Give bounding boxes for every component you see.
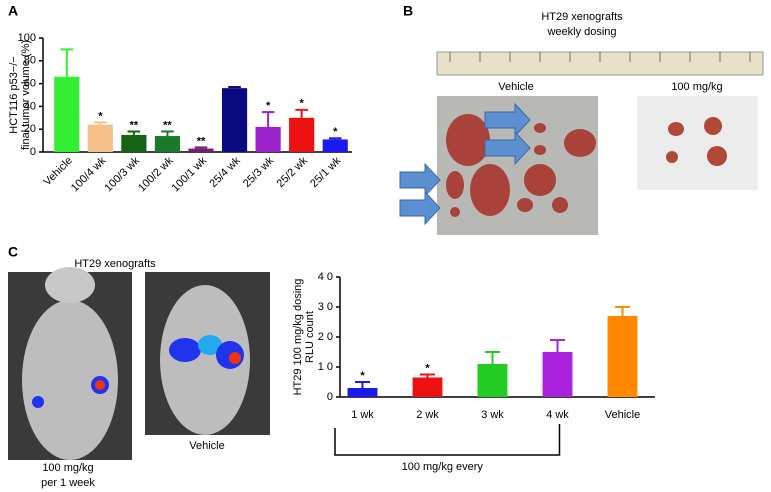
y-axis-label: final tumor volume (%) — [20, 40, 32, 150]
bar — [412, 377, 443, 397]
error-bar — [94, 121, 107, 125]
x-tick-label: 25/1 wk — [308, 154, 344, 190]
x-tick-label: 100/3 wk — [102, 154, 142, 194]
y-axis-label: HCT116 p53−/− — [8, 56, 20, 133]
ruler — [436, 51, 764, 76]
significance: ** — [163, 119, 172, 131]
panel-title: weekly dosing — [546, 26, 616, 38]
significance: * — [425, 362, 430, 374]
bar — [255, 126, 281, 152]
image-caption: per 1 week — [41, 477, 95, 489]
x-tick-label: 25/2 wk — [275, 154, 311, 190]
bar — [188, 148, 214, 152]
image-caption: Vehicle — [189, 440, 224, 452]
photo-mouse-treated — [8, 267, 132, 460]
y-tick-label: 60 — [24, 78, 36, 90]
error-bar — [615, 306, 630, 316]
x-tick-label: 100/4 wk — [69, 154, 109, 194]
bar — [154, 136, 181, 152]
photo-label: Vehicle — [498, 81, 533, 93]
panel-label: B — [403, 3, 413, 19]
error-bar — [261, 111, 275, 127]
bar — [87, 124, 113, 152]
x-tick-label: 100/2 wk — [136, 154, 176, 194]
bar — [477, 364, 508, 397]
bar — [121, 134, 147, 152]
x-tick-label: Vehicle — [605, 409, 640, 421]
y-tick-label: 100 — [18, 32, 36, 44]
error-bar — [328, 137, 342, 140]
error-bar — [420, 373, 435, 378]
bar — [221, 88, 248, 152]
error-bar — [127, 130, 141, 135]
y-tick-label: 0 — [327, 391, 333, 403]
error-bar — [295, 108, 308, 118]
y-tick-label: 2 0 — [318, 331, 333, 343]
y-tick-label: 80 — [24, 55, 36, 67]
panel-label: C — [8, 244, 18, 260]
error-bar — [355, 381, 370, 388]
x-tick-label: 3 wk — [481, 409, 504, 421]
error-bar — [485, 351, 500, 364]
significance: ** — [197, 135, 206, 147]
x-tick-label: 1 wk — [351, 409, 374, 421]
arrows — [399, 102, 531, 226]
error-bar — [60, 48, 74, 77]
bar — [607, 316, 638, 397]
x-tick-label: 4 wk — [546, 409, 569, 421]
x-tick-label: 100/1 wk — [170, 154, 210, 194]
x-tick-label: Vehicle — [41, 155, 75, 189]
y-tick-label: 4 0 — [318, 271, 333, 283]
bar — [347, 388, 378, 397]
error-bar — [228, 86, 241, 89]
significance: * — [300, 98, 305, 110]
significance: * — [98, 110, 103, 122]
photo-mouse-vehicle — [145, 272, 270, 435]
y-tick-label: 40 — [24, 100, 36, 112]
photo-vehicle — [437, 96, 598, 235]
panel-title: HT29 xenografts — [74, 258, 156, 270]
y-axis-label: RLU count — [304, 311, 316, 363]
y-tick-label: 3 0 — [318, 301, 333, 313]
bar — [542, 352, 573, 397]
bar — [322, 139, 348, 152]
x-tick-label: 2 wk — [416, 409, 439, 421]
bracket — [334, 424, 561, 456]
error-bar — [550, 339, 565, 352]
bar — [54, 76, 80, 152]
photo-label: 100 mg/kg — [671, 81, 722, 93]
photo-treated — [637, 96, 758, 190]
x-tick-label: 25/3 wk — [241, 154, 277, 190]
y-axis-label: HT29 100 mg/kg dosing — [292, 279, 304, 396]
bar — [289, 117, 315, 152]
panel-title: HT29 xenografts — [541, 11, 623, 23]
image-caption: 100 mg/kg — [42, 462, 93, 474]
x-tick-label: 25/4 wk — [207, 154, 243, 190]
significance: * — [333, 126, 338, 138]
y-tick-label: 0 — [30, 146, 36, 158]
significance: ** — [130, 119, 139, 131]
y-tick-label: 1 0 — [318, 361, 333, 373]
bracket-label: 100 mg/kg every — [402, 461, 484, 473]
significance: * — [360, 370, 365, 382]
error-bar — [194, 146, 208, 149]
panel-label: A — [8, 3, 18, 19]
y-tick-label: 20 — [24, 123, 36, 135]
significance: * — [266, 100, 271, 112]
error-bar — [161, 130, 174, 137]
